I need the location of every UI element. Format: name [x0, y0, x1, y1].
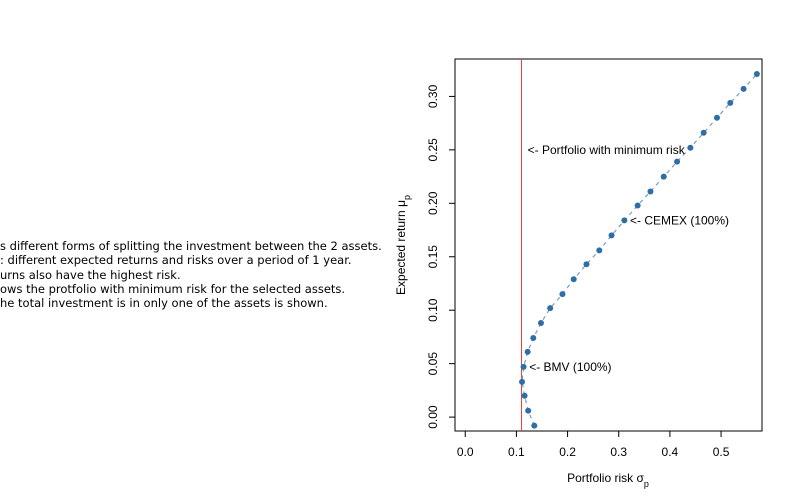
y-tick-label-6: 0.30: [426, 84, 440, 108]
portfolio-point-23: [740, 85, 747, 92]
portfolio-point-15: [634, 202, 641, 209]
portfolio-point-20: [700, 129, 707, 136]
portfolio-point-4: [520, 363, 527, 370]
portfolio-point-7: [537, 320, 544, 327]
y-tick-label-3: 0.15: [426, 245, 440, 269]
description-line-2: : different expected returns and risks o…: [0, 253, 352, 268]
x-tick-label-3: 0.3: [610, 445, 627, 459]
y-tick-label-2: 0.10: [426, 298, 440, 322]
y-tick-label-1: 0.05: [426, 352, 440, 376]
annotation-2: <- BMV (100%): [529, 360, 611, 374]
portfolio-point-22: [727, 99, 734, 106]
description-line-1: s different forms of splitting the inves…: [0, 239, 382, 253]
portfolio-point-16: [647, 188, 654, 195]
y-tick-label-4: 0.20: [426, 191, 440, 215]
portfolio-point-6: [530, 335, 537, 341]
portfolio-point-5: [524, 348, 531, 355]
portfolio-point-17: [660, 173, 667, 180]
x-tick-label-5: 0.5: [713, 445, 730, 459]
portfolio-point-18: [674, 158, 681, 165]
portfolio-point-14: [621, 217, 628, 224]
portfolio-point-1: [525, 407, 532, 414]
x-tick-label-2: 0.2: [559, 445, 576, 459]
portfolio-point-2: [521, 392, 528, 399]
description-line-4: ows the protfolio with minimum risk for …: [0, 281, 346, 296]
x-tick-label-1: 0.1: [508, 445, 525, 459]
annotations: <- Portfolio with minimum risk <- CEMEX (…: [528, 143, 729, 374]
x-axis-title: Portfolio risk σp: [567, 471, 649, 489]
portfolio-point-3: [519, 378, 526, 385]
portfolio-point-24: [753, 70, 760, 77]
y-tick-label-5: 0.25: [426, 138, 440, 162]
description-line-5: he total investment is in only one of th…: [0, 296, 328, 311]
portfolio-point-12: [596, 247, 603, 254]
portfolio-point-19: [687, 144, 694, 151]
portfolio-point-0: [531, 422, 538, 429]
description-line-3: urns also have the highest risk.: [0, 267, 181, 282]
x-tick-label-0: 0.0: [457, 445, 474, 459]
x-axis: 0.0 0.1 0.2 0.3 0.4 0.5: [457, 430, 730, 459]
portfolio-point-13: [608, 232, 615, 239]
portfolio-points: [519, 70, 760, 429]
portfolio-point-21: [713, 114, 720, 121]
y-tick-label-0: 0.00: [426, 405, 440, 429]
portfolio-point-9: [559, 291, 566, 298]
y-axis: 0.00 0.05 0.10 0.15 0.20 0.25 0.30: [426, 84, 456, 429]
plot-frame: [454, 58, 763, 432]
y-axis-title: Expected return μp: [394, 195, 412, 295]
portfolio-point-10: [570, 276, 577, 283]
description-text: s different forms of splitting the inves…: [0, 239, 420, 310]
x-tick-label-4: 0.4: [662, 445, 679, 459]
annotation-1: <- CEMEX (100%): [630, 213, 729, 227]
annotation-0: <- Portfolio with minimum risk: [528, 143, 686, 157]
portfolio-point-8: [547, 305, 554, 312]
portfolio-point-11: [583, 261, 590, 268]
